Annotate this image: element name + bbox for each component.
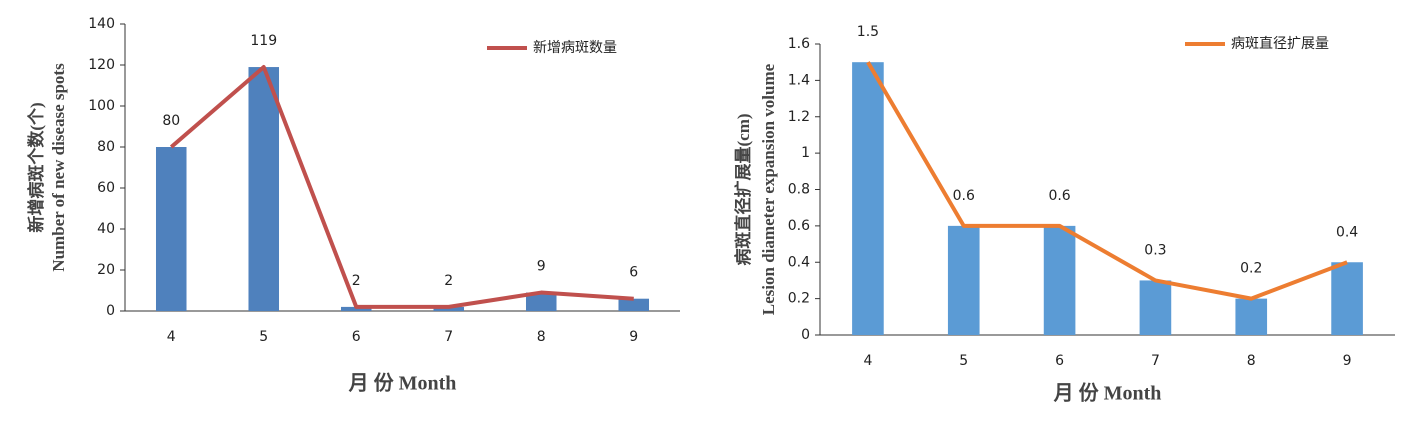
y-tick-label: 1.4 [788, 72, 810, 88]
data-label: 80 [162, 113, 180, 129]
bar [947, 225, 980, 335]
x-axis-title: 月 份 Month [348, 371, 457, 395]
bar [155, 147, 187, 311]
data-label: 0.3 [1144, 242, 1166, 258]
y-tick-label: 60 [97, 180, 115, 196]
data-label: 2 [444, 273, 453, 289]
x-tick-label: 6 [352, 329, 361, 345]
data-label: 0.2 [1240, 261, 1262, 277]
y-axis-title: 新增病斑个数(个) [26, 102, 46, 232]
y-tick-label: 100 [88, 98, 115, 114]
bar [618, 298, 650, 311]
y-axis-title: Number of new disease spots [49, 63, 68, 272]
data-label: 0.4 [1336, 224, 1358, 240]
y-tick-label: 1 [801, 145, 810, 161]
x-tick-label: 9 [629, 329, 638, 345]
y-axis-title: Lesion diameter expansion volume [759, 63, 778, 315]
y-tick-label: 0.8 [788, 182, 810, 198]
data-label: 2 [352, 273, 361, 289]
data-label: 0.6 [1048, 188, 1070, 204]
bar [340, 306, 372, 311]
line [866, 61, 1348, 301]
y-tick-label: 40 [97, 221, 115, 237]
x-tick-label: 7 [1151, 353, 1160, 369]
bar [1331, 262, 1363, 335]
data-label: 1.5 [857, 24, 879, 40]
line [169, 65, 634, 309]
y-tick-label: 120 [88, 57, 115, 73]
x-tick-label: 8 [537, 329, 546, 345]
y-tick-label: 0.6 [788, 218, 810, 234]
y-tick-label: 0.2 [788, 291, 810, 307]
y-tick-label: 0 [801, 327, 810, 343]
x-tick-label: 5 [959, 353, 968, 369]
data-label: 119 [250, 33, 277, 49]
bar [1235, 298, 1268, 335]
x-tick-label: 9 [1343, 353, 1352, 369]
x-tick-label: 8 [1247, 353, 1256, 369]
bar [1139, 280, 1172, 335]
y-tick-label: 1.6 [788, 36, 810, 52]
x-tick-label: 7 [444, 329, 453, 345]
x-tick-label: 4 [167, 329, 176, 345]
y-axis-title: 病斑直径扩展量(cm) [733, 113, 753, 265]
bar [248, 67, 280, 311]
x-tick-label: 5 [259, 329, 268, 345]
legend-label: 新增病斑数量 [533, 40, 617, 56]
y-tick-label: 0 [106, 303, 115, 319]
y-tick-label: 20 [97, 262, 115, 278]
y-tick-label: 80 [97, 139, 115, 155]
bar [433, 306, 465, 311]
data-label: 9 [537, 259, 546, 275]
data-label: 6 [629, 265, 638, 281]
x-tick-label: 6 [1055, 353, 1064, 369]
bar [525, 292, 557, 311]
bar [852, 62, 884, 335]
y-tick-label: 0.4 [788, 254, 810, 270]
x-axis-title: 月 份 Month [1053, 381, 1162, 405]
legend-label: 病斑直径扩展量 [1231, 35, 1329, 52]
y-tick-label: 1.2 [788, 109, 810, 125]
bar [1043, 225, 1076, 335]
x-tick-label: 4 [863, 353, 872, 369]
data-label: 0.6 [953, 188, 975, 204]
y-tick-label: 140 [88, 16, 115, 32]
